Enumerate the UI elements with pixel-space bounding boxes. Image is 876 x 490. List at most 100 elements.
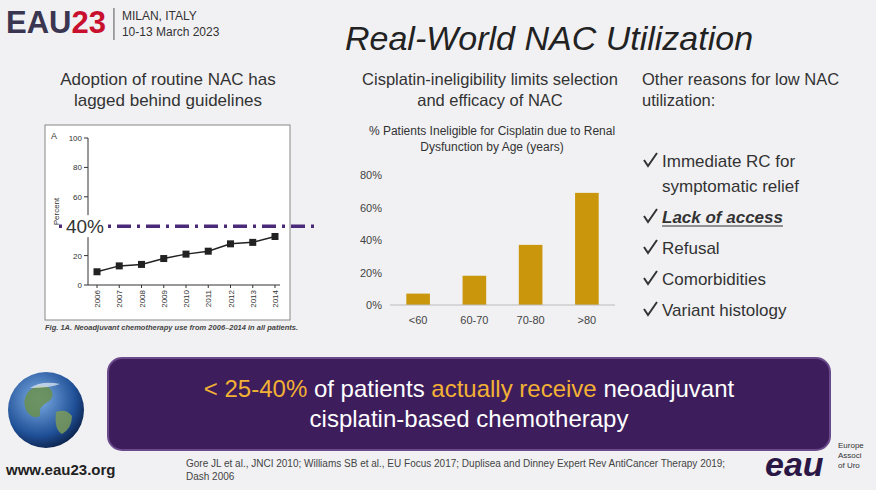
org-name: of Uro: [838, 461, 860, 470]
y-tick-label: 60: [73, 193, 82, 202]
x-tick: [275, 285, 276, 288]
chart-title-line: lagged behind guidelines: [74, 91, 262, 110]
chart-title: Cisplatin-ineligibility limits selection…: [362, 70, 618, 109]
y-axis: [88, 138, 89, 285]
org-name: Europe: [838, 441, 864, 450]
data-point: [94, 268, 101, 275]
banner-text: cisplatin-based chemotherapy: [310, 405, 629, 432]
check-icon: [644, 153, 657, 166]
x-tick: [163, 285, 164, 288]
data-point: [138, 261, 145, 268]
url: www.eau23.org: [5, 461, 115, 478]
y-tick-label: 60%: [360, 202, 382, 214]
x-tick-label: <60: [409, 314, 428, 326]
y-tick-label: 0%: [366, 299, 382, 311]
banner-segment: of patients: [307, 375, 424, 402]
plot-group: [406, 193, 598, 305]
list-item-line: Variant histology: [662, 301, 787, 320]
list-item: Immediate RC for symptomatic relief: [662, 152, 799, 196]
references: Gore JL et al., JNCI 2010; Williams SB e…: [186, 458, 725, 482]
y-tick: [84, 138, 88, 139]
x-tick-label: 2010: [182, 289, 191, 307]
banner-text: < 25-40% of patients actually receive ne…: [204, 375, 735, 402]
chart-subtitle: % Patients Ineligible for Cisplatin due …: [369, 124, 615, 154]
banner-segment: < 25-40%: [204, 375, 307, 402]
title: Real-World NAC Utilization: [345, 19, 753, 57]
divider: [113, 8, 114, 40]
list-item-line: Immediate RC for: [662, 152, 796, 171]
x-tick: [252, 285, 253, 288]
check-icon: [644, 209, 657, 222]
x-tick-label: 2013: [249, 289, 258, 307]
y-tick: [84, 167, 88, 168]
list-item-line: Comorbidities: [662, 270, 766, 289]
bar: [406, 294, 430, 305]
data-point: [272, 233, 279, 240]
chart-title-line: Cisplatin-ineligibility limits selection: [362, 70, 618, 88]
y-tick: [84, 255, 88, 256]
x-tick-label: 2011: [204, 289, 213, 307]
data-point: [160, 255, 167, 262]
list-item-line: Lack of access: [662, 208, 783, 227]
banner: [108, 358, 830, 450]
label-patch: [62, 215, 108, 237]
y-tick-label: 80%: [360, 169, 382, 181]
x-tick-label: 2006: [93, 289, 102, 307]
list-item: Lack of access: [662, 208, 783, 227]
list-item: Variant histology: [662, 301, 787, 320]
y-tick-label: 0: [78, 281, 83, 290]
x-tick-label: 60-70: [460, 314, 488, 326]
chart-title-line: Adoption of routine NAC has: [60, 70, 275, 89]
x-tick-label: 70-80: [517, 314, 545, 326]
list-item: Comorbidities: [662, 270, 766, 289]
caption: Fig. 1A. Neoadjuvant chemotherapy use fr…: [45, 323, 298, 332]
x-tick-label: 2008: [138, 289, 147, 307]
data-point: [205, 248, 212, 255]
slide: EAU23MILAN, ITALY10-13 March 2023Real-Wo…: [0, 0, 876, 490]
y-tick-label: 20: [73, 252, 82, 261]
bar: [519, 245, 543, 305]
x-tick-label: 2012: [227, 289, 236, 307]
check-icon: [644, 302, 657, 315]
y-tick-label: 100: [69, 134, 83, 143]
y-tick-label: 80: [73, 163, 82, 172]
y-tick-label: 40%: [360, 234, 382, 246]
y-tick: [84, 285, 88, 286]
globe-land: [56, 411, 72, 434]
city: MILAN, ITALY: [122, 9, 197, 23]
data-point: [183, 251, 190, 258]
references-line: Dash 2006: [186, 471, 235, 482]
list-title-line: utilization:: [642, 91, 715, 109]
x-tick-label: >80: [578, 314, 597, 326]
x-tick: [97, 285, 98, 288]
y-tick: [84, 196, 88, 197]
globe-cloud: [30, 383, 60, 388]
references-line: Gore JL et al., JNCI 2010; Williams SB e…: [186, 458, 725, 469]
panel-label: A: [51, 131, 57, 141]
y-label: Percent: [52, 197, 61, 225]
bar: [463, 276, 487, 305]
banner-segment: neoadjuvant: [597, 375, 735, 402]
check-icon: [644, 240, 657, 253]
banner-segment: cisplatin-based chemotherapy: [310, 405, 629, 432]
logo-year: 23: [71, 5, 105, 40]
x-tick: [186, 285, 187, 288]
dates: 10-13 March 2023: [122, 25, 220, 39]
chart-subtitle-line: Dysfunction by Age (years): [420, 140, 563, 154]
x-tick: [141, 285, 142, 288]
plot-group: [94, 233, 279, 275]
x-axis: [390, 305, 615, 306]
banner-segment: actually receive: [425, 375, 597, 402]
x-tick-label: 2007: [115, 289, 124, 307]
list-item-line: symptomatic relief: [662, 177, 799, 196]
chart-title-line: and efficacy of NAC: [417, 91, 563, 109]
globe: [8, 372, 84, 448]
x-tick: [119, 285, 120, 288]
chart-frame: [45, 125, 290, 320]
list-item: Refusal: [662, 239, 720, 258]
data-point: [249, 239, 256, 246]
x-axis: [88, 285, 280, 286]
y-tick-label: 20%: [360, 267, 382, 279]
bar: [575, 193, 599, 305]
check-icon: [644, 271, 657, 284]
